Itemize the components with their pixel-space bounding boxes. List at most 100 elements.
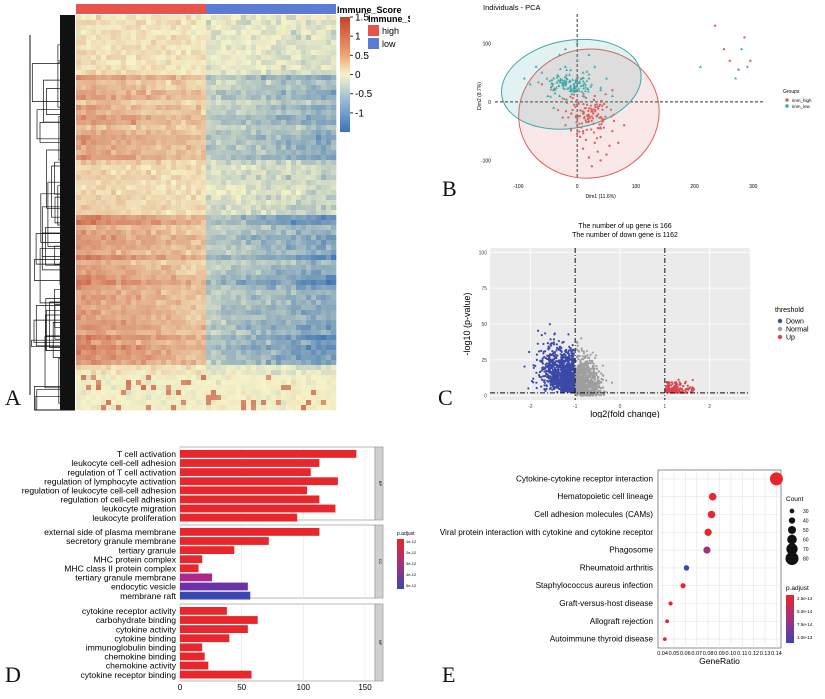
- heatmap-cell: [186, 20, 191, 25]
- heatmap-cell: [101, 295, 106, 300]
- heatmap-cell: [306, 195, 311, 200]
- heatmap-cell: [311, 135, 316, 140]
- heatmap-cell: [206, 35, 211, 40]
- heatmap-cell: [256, 380, 261, 385]
- heatmap-cell: [196, 380, 201, 385]
- heatmap-cell: [266, 285, 271, 290]
- heatmap-cell: [266, 355, 271, 360]
- heatmap-cell: [181, 280, 186, 285]
- heatmap-cell: [326, 330, 331, 335]
- heatmap-cell: [221, 370, 226, 375]
- heatmap-cell: [136, 370, 141, 375]
- heatmap-cell: [276, 270, 281, 275]
- heatmap-cell: [146, 175, 151, 180]
- heatmap-cell: [106, 220, 111, 225]
- heatmap-cell: [296, 315, 301, 320]
- point-imm_high: [601, 104, 603, 106]
- heatmap-cell: [131, 15, 136, 20]
- heatmap-cell: [131, 175, 136, 180]
- heatmap-cell: [326, 255, 331, 260]
- heatmap-cell: [216, 290, 221, 295]
- heatmap-cell: [126, 310, 131, 315]
- heatmap-cell: [151, 165, 156, 170]
- heatmap-cell: [316, 310, 321, 315]
- heatmap-cell: [181, 315, 186, 320]
- heatmap-cell: [126, 130, 131, 135]
- heatmap-cell: [106, 225, 111, 230]
- heatmap-cell: [291, 100, 296, 105]
- heatmap-cell: [216, 360, 221, 365]
- heatmap-cell: [236, 305, 241, 310]
- heatmap-cell: [246, 55, 251, 60]
- heatmap-cell: [236, 345, 241, 350]
- heatmap-cell: [311, 125, 316, 130]
- heatmap-cell: [181, 120, 186, 125]
- heatmap-cell: [166, 130, 171, 135]
- point-imm_high: [576, 117, 578, 119]
- heatmap-cell: [121, 105, 126, 110]
- heatmap-cell: [196, 385, 201, 390]
- heatmap-cell: [116, 85, 121, 90]
- heatmap-cell: [316, 165, 321, 170]
- heatmap-cell: [311, 275, 316, 280]
- heatmap-cell: [181, 230, 186, 235]
- heatmap-cell: [301, 320, 306, 325]
- point-imm_high: [562, 116, 564, 118]
- heatmap-cell: [301, 390, 306, 395]
- point-imm_high: [589, 117, 591, 119]
- heatmap-cell: [206, 280, 211, 285]
- heatmap-cell: [311, 335, 316, 340]
- heatmap-cell: [96, 275, 101, 280]
- heatmap-cell: [281, 290, 286, 295]
- heatmap-cell: [236, 130, 241, 135]
- heatmap-cell: [166, 140, 171, 145]
- heatmap-cell: [186, 395, 191, 400]
- heatmap-cell: [316, 320, 321, 325]
- heatmap-cell: [201, 100, 206, 105]
- heatmap-cell: [326, 340, 331, 345]
- heatmap-cell: [331, 255, 336, 260]
- heatmap-cell: [221, 120, 226, 125]
- heatmap-cell: [116, 30, 121, 35]
- heatmap-cell: [156, 215, 161, 220]
- heatmap-cell: [101, 100, 106, 105]
- heatmap-cell: [81, 285, 86, 290]
- heatmap-cell: [211, 35, 216, 40]
- heatmap-cell: [121, 70, 126, 75]
- heatmap-cell: [271, 330, 276, 335]
- heatmap-cell: [261, 235, 266, 240]
- heatmap-cell: [326, 65, 331, 70]
- heatmap-cell: [186, 315, 191, 320]
- heatmap-cell: [96, 75, 101, 80]
- heatmap-cell: [321, 80, 326, 85]
- heatmap-cell: [226, 160, 231, 165]
- heatmap-cell: [301, 350, 306, 355]
- heatmap-cell: [231, 215, 236, 220]
- heatmap-cell: [161, 135, 166, 140]
- heatmap-cell: [141, 385, 146, 390]
- heatmap-cell: [266, 120, 271, 125]
- heatmap-cell: [311, 390, 316, 395]
- heatmap-cell: [121, 255, 126, 260]
- heatmap-cell: [216, 30, 221, 35]
- heatmap-cell: [176, 55, 181, 60]
- heatmap-cell: [201, 20, 206, 25]
- heatmap-cell: [131, 50, 136, 55]
- heatmap-cell: [331, 340, 336, 345]
- heatmap-cell: [236, 270, 241, 275]
- heatmap-cell: [271, 65, 276, 70]
- heatmap-cell: [251, 180, 256, 185]
- heatmap-cell: [286, 345, 291, 350]
- heatmap-cell: [181, 395, 186, 400]
- heatmap-cell: [156, 165, 161, 170]
- heatmap-cell: [241, 365, 246, 370]
- heatmap-cell: [316, 385, 321, 390]
- heatmap-cell: [271, 195, 276, 200]
- heatmap-cell: [161, 245, 166, 250]
- legend-label-high: high: [382, 26, 399, 36]
- heatmap-cell: [151, 345, 156, 350]
- heatmap-cell: [151, 175, 156, 180]
- heatmap-cell: [301, 255, 306, 260]
- heatmap-cell: [266, 90, 271, 95]
- heatmap-cell: [166, 35, 171, 40]
